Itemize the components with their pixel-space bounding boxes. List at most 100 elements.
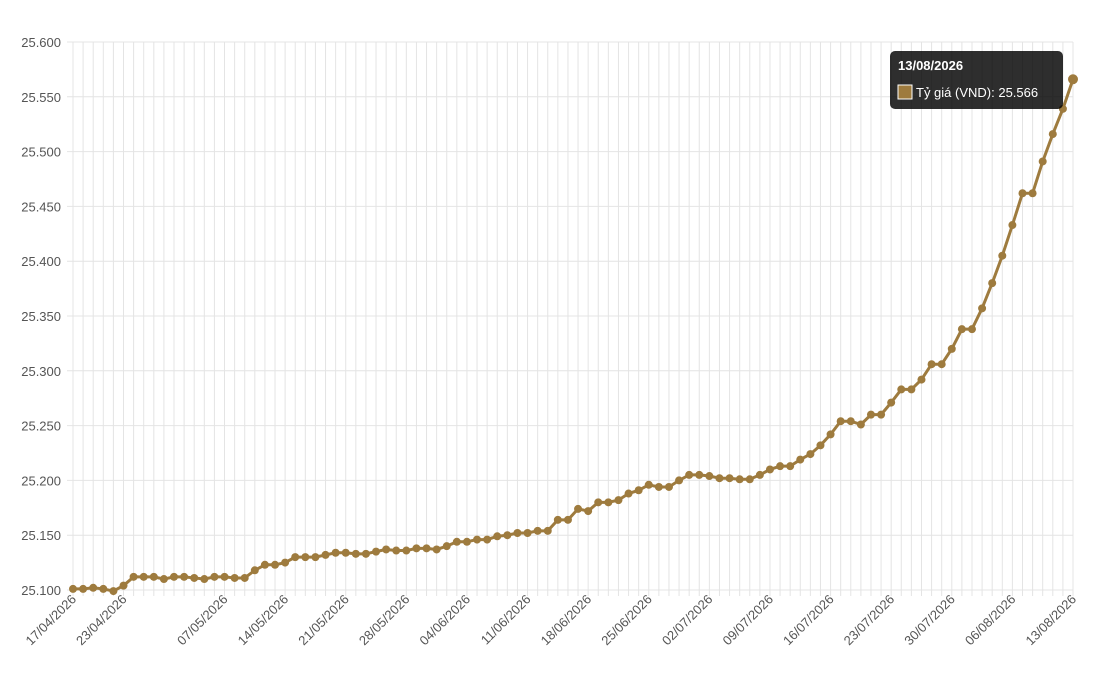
point bbox=[432, 545, 441, 554]
point bbox=[260, 560, 269, 569]
point bbox=[715, 474, 724, 483]
point bbox=[473, 535, 482, 544]
point bbox=[614, 496, 623, 505]
point bbox=[271, 560, 280, 569]
point bbox=[79, 584, 88, 593]
point bbox=[149, 572, 158, 581]
y-tick-label: 25.100 bbox=[21, 583, 61, 598]
point bbox=[462, 537, 471, 546]
point bbox=[967, 325, 976, 334]
point bbox=[887, 398, 896, 407]
x-tick-label: 28/05/2026 bbox=[356, 592, 413, 649]
x-tick-label: 21/05/2026 bbox=[295, 592, 352, 649]
x-tick-label: 02/07/2026 bbox=[659, 592, 716, 649]
point bbox=[533, 526, 542, 535]
point bbox=[1038, 157, 1047, 166]
point bbox=[765, 465, 774, 474]
point bbox=[69, 584, 77, 593]
point bbox=[563, 515, 572, 524]
point bbox=[957, 325, 966, 334]
point bbox=[836, 417, 845, 426]
tooltip: 13/08/2026 Tỷ giá (VND): 25.566 bbox=[890, 51, 1063, 109]
point bbox=[331, 548, 340, 557]
tooltip-title: 13/08/2026 bbox=[898, 58, 963, 73]
point bbox=[341, 548, 350, 557]
x-tick-label: 13/08/2026 bbox=[1022, 592, 1079, 649]
point bbox=[190, 573, 199, 582]
point bbox=[907, 385, 916, 394]
x-tick-label: 14/05/2026 bbox=[235, 592, 292, 649]
x-tick-label: 17/04/2026 bbox=[22, 592, 79, 649]
point bbox=[735, 475, 744, 484]
x-tick-label: 23/04/2026 bbox=[73, 592, 130, 649]
tooltip-box bbox=[890, 51, 1063, 109]
point bbox=[634, 486, 643, 495]
point bbox=[139, 572, 148, 581]
point bbox=[180, 572, 189, 581]
point bbox=[321, 550, 330, 559]
point bbox=[553, 515, 562, 524]
point bbox=[483, 535, 492, 544]
point bbox=[220, 572, 229, 581]
y-tick-label: 25.200 bbox=[21, 473, 61, 488]
y-tick-label: 25.300 bbox=[21, 364, 61, 379]
point bbox=[513, 529, 522, 538]
point bbox=[584, 507, 593, 516]
point bbox=[392, 546, 401, 555]
point bbox=[493, 532, 502, 541]
y-tick-label: 25.350 bbox=[21, 309, 61, 324]
x-tick-label: 25/06/2026 bbox=[598, 592, 655, 649]
point bbox=[129, 572, 138, 581]
point bbox=[786, 462, 795, 471]
plot bbox=[69, 74, 1078, 596]
x-tick-label: 18/06/2026 bbox=[538, 592, 595, 649]
point bbox=[281, 558, 290, 567]
point bbox=[846, 417, 855, 426]
point bbox=[1008, 221, 1017, 230]
y-tick-label: 25.450 bbox=[21, 199, 61, 214]
point bbox=[695, 470, 704, 479]
point bbox=[119, 581, 128, 590]
x-tick-label: 11/06/2026 bbox=[478, 592, 534, 648]
y-tick-label: 25.600 bbox=[21, 35, 61, 50]
point bbox=[988, 279, 997, 288]
y-tick-label: 25.150 bbox=[21, 528, 61, 543]
x-tick-label: 09/07/2026 bbox=[719, 592, 776, 649]
point bbox=[937, 360, 946, 369]
point bbox=[806, 450, 815, 459]
point bbox=[402, 546, 411, 555]
point bbox=[230, 573, 239, 582]
point bbox=[442, 542, 451, 551]
point bbox=[543, 526, 552, 535]
point bbox=[109, 587, 118, 596]
point bbox=[240, 573, 249, 582]
point bbox=[291, 553, 300, 562]
line bbox=[73, 78, 1075, 593]
tooltip-swatch bbox=[897, 84, 913, 100]
point bbox=[644, 480, 653, 489]
point bbox=[866, 410, 875, 419]
point bbox=[947, 344, 956, 353]
point bbox=[796, 455, 805, 464]
point bbox=[372, 547, 381, 556]
point bbox=[745, 475, 754, 484]
x-tick-label: 30/07/2026 bbox=[901, 592, 958, 649]
point bbox=[856, 420, 865, 429]
y-tick-label: 25.550 bbox=[21, 90, 61, 105]
grid: 25.100 25.150 25.200 25.250 25.300 25.350 25.4… bbox=[21, 35, 1079, 648]
point bbox=[877, 410, 886, 419]
x-tick-label: 07/05/2026 bbox=[174, 592, 231, 649]
y-tick-label: 25.500 bbox=[21, 145, 61, 160]
point bbox=[624, 489, 633, 498]
point bbox=[654, 482, 663, 491]
point bbox=[776, 462, 785, 471]
point bbox=[826, 430, 835, 439]
point bbox=[200, 575, 209, 584]
point bbox=[998, 251, 1007, 260]
point bbox=[412, 544, 421, 553]
point bbox=[311, 553, 320, 562]
point bbox=[361, 549, 370, 558]
point bbox=[927, 360, 936, 369]
x-tick-label: 16/07/2026 bbox=[780, 592, 837, 649]
point bbox=[159, 575, 168, 584]
